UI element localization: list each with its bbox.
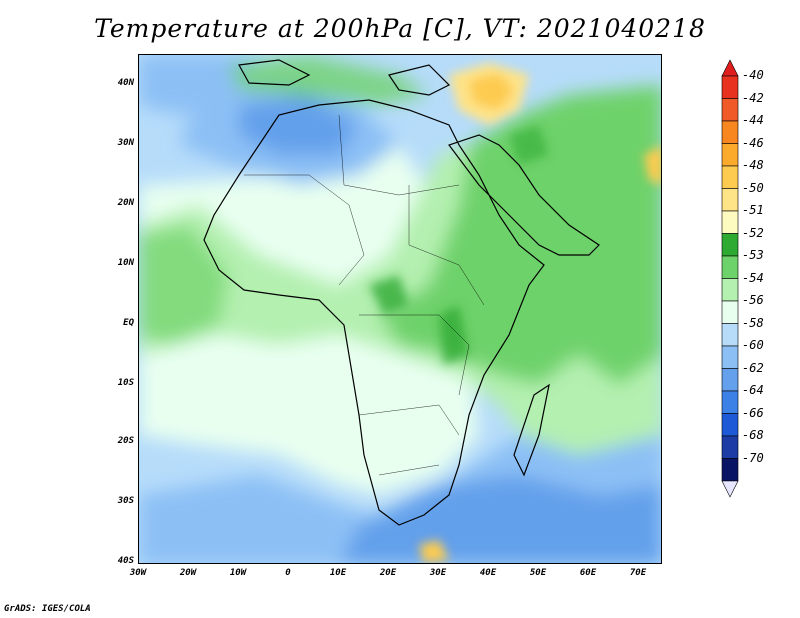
lon-label-20e: 20E [379,568,397,578]
colorbar-swatch [721,255,739,279]
lon-label-40e: 40E [479,568,497,578]
lon-label-10e: 10E [329,568,347,578]
colorbar-swatch [721,368,739,392]
colorbar-swatch [721,188,739,212]
lon-label-70e: 70E [629,568,647,578]
grads-credit: GrADS: IGES/COLA [4,604,91,614]
lon-label-10w: 10W [229,568,247,578]
colorbar-swatch [721,98,739,122]
colorbar [721,59,739,498]
colorbar-label: -53 [742,248,764,262]
temperature-field-map [139,55,661,563]
colorbar-label: -58 [742,315,764,330]
colorbar-label: -64 [742,383,764,397]
colorbar-label: -46 [742,135,764,150]
colorbar-label: -50 [742,180,764,195]
map-title: Temperature at 200hPa [C], VT: 202104021… [94,14,706,43]
colorbar-over-arrow [721,59,739,77]
colorbar-swatch [721,458,739,482]
lon-label-60e: 60E [579,568,597,578]
lon-label-50e: 50E [529,568,547,578]
lat-label-40s: 40S [117,556,134,566]
colorbar-under-arrow [721,480,739,498]
lat-label-20n: 20N [117,198,134,208]
colorbar-swatch [721,435,739,459]
colorbar-label: -48 [742,158,764,172]
colorbar-swatch [721,75,739,99]
lat-label-40n: 40N [117,78,134,88]
colorbar-swatch [721,413,739,437]
lat-label-30n: 30N [117,138,134,148]
colorbar-label: -70 [742,450,764,465]
lon-label-30e: 30E [429,568,447,578]
lat-label-30s: 30S [117,496,134,506]
colorbar-label: -68 [742,428,764,442]
colorbar-swatch [721,300,739,324]
colorbar-label: -51 [742,203,764,217]
colorbar-label: -60 [742,338,764,352]
colorbar-label: -44 [742,113,764,127]
colorbar-label: -62 [742,360,764,375]
colorbar-swatch [721,323,739,347]
colorbar-swatch [721,165,739,189]
lon-label-0: 0 [285,568,291,578]
colorbar-swatch [721,390,739,414]
colorbar-label: -52 [742,225,764,240]
colorbar-label: -66 [742,405,764,420]
lat-label-10n: 10N [117,258,134,268]
colorbar-swatch [721,120,739,144]
colorbar-label: -56 [742,293,764,307]
colorbar-label: -40 [742,68,764,82]
colorbar-swatch [721,345,739,369]
lon-label-30w: 30W [129,568,147,578]
colorbar-swatch [721,278,739,302]
lat-label-20s: 20S [117,436,134,446]
colorbar-swatch [721,233,739,257]
colorbar-label: -54 [742,270,764,285]
lat-label-10s: 10S [117,378,134,388]
lat-label-eq: EQ [123,318,134,328]
coastline-outline [203,59,600,526]
colorbar-label: -42 [742,90,764,105]
colorbar-swatch [721,143,739,167]
colorbar-swatch [721,210,739,234]
lon-label-20w: 20W [179,568,197,578]
map-panel [138,54,662,564]
